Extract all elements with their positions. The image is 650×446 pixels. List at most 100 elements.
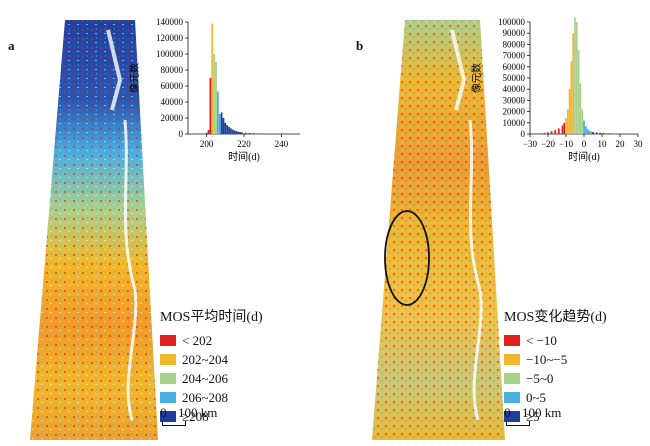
legend-label: 202~204 bbox=[182, 351, 229, 367]
legend-label: −5~0 bbox=[526, 370, 554, 386]
histogram-bar bbox=[590, 131, 593, 134]
x-tick-label: −10 bbox=[559, 139, 574, 149]
y-tick-label: 60000 bbox=[161, 81, 184, 91]
histogram-bar bbox=[574, 17, 576, 134]
legend-swatch bbox=[504, 373, 520, 384]
y-tick-label: 60000 bbox=[503, 62, 526, 72]
histogram-bar bbox=[231, 129, 234, 134]
x-tick-label: 200 bbox=[200, 139, 214, 149]
histogram-bar bbox=[216, 91, 219, 134]
legend-b: MOS变化趋势(d) < −10 −10~−5 −5~0 0~5 ≥5 bbox=[504, 306, 607, 426]
histogram-bar bbox=[209, 78, 212, 134]
histogram-bar bbox=[213, 54, 216, 134]
histogram-bar bbox=[543, 132, 546, 134]
histogram-bar bbox=[215, 62, 217, 134]
y-tick-label: 40000 bbox=[503, 84, 526, 94]
scalebar-b-end: 100 km bbox=[522, 405, 562, 420]
histogram-bar bbox=[237, 131, 240, 134]
legend-swatch bbox=[160, 392, 176, 403]
histogram-bar bbox=[547, 132, 549, 134]
legend-item: 202~204 bbox=[160, 350, 263, 369]
legend-swatch bbox=[160, 354, 176, 365]
histogram-bar bbox=[222, 118, 225, 134]
histogram-bar bbox=[539, 133, 542, 134]
legend-label: 204~206 bbox=[182, 370, 229, 386]
histogram-bar bbox=[224, 122, 227, 134]
scalebar-a: 0 100 km bbox=[160, 405, 230, 435]
y-tick-label: 100000 bbox=[156, 49, 184, 59]
scalebar-b: 0 100 km bbox=[504, 405, 574, 435]
histogram-bar bbox=[244, 132, 247, 134]
legend-label: < −10 bbox=[526, 332, 557, 348]
legend-label: −10~−5 bbox=[526, 351, 568, 367]
histogram-bar bbox=[595, 132, 598, 134]
legend-swatch bbox=[160, 335, 176, 346]
legend-label: < 202 bbox=[182, 332, 213, 348]
histogram-bar bbox=[226, 125, 229, 134]
legend-item: 206~208 bbox=[160, 388, 263, 407]
histogram-bar bbox=[599, 132, 602, 134]
legend-label: 0~5 bbox=[526, 389, 547, 405]
x-tick-label: 20 bbox=[616, 139, 626, 149]
legend-item: −5~0 bbox=[504, 369, 607, 388]
legend-label: ≥5 bbox=[526, 408, 540, 424]
histogram-bar bbox=[235, 131, 238, 134]
y-tick-label: 90000 bbox=[503, 28, 526, 38]
legend-item: ≥208 bbox=[160, 407, 263, 426]
histogram-bar bbox=[205, 132, 208, 134]
histogram-bar bbox=[218, 114, 221, 134]
x-tick-label: 0 bbox=[582, 139, 587, 149]
histogram-bar bbox=[570, 61, 573, 135]
legend-label: ≥208 bbox=[182, 408, 209, 424]
histogram-bar bbox=[554, 130, 557, 134]
histogram-bar bbox=[248, 133, 251, 134]
panel-a-letter: a bbox=[8, 38, 15, 53]
histogram-bar bbox=[584, 126, 587, 134]
histogram-bar bbox=[252, 133, 255, 134]
scalebar-b-start: 0 bbox=[504, 405, 511, 420]
histogram-bar bbox=[207, 130, 210, 134]
y-tick-label: 140000 bbox=[156, 17, 184, 27]
histogram-bar bbox=[579, 83, 582, 134]
histogram-bar bbox=[565, 118, 567, 134]
legend-swatch bbox=[160, 411, 176, 422]
legend-item: 0~5 bbox=[504, 388, 607, 407]
y-tick-label: 20000 bbox=[503, 107, 526, 117]
y-axis-label: 像元数 bbox=[470, 63, 483, 93]
legend-swatch bbox=[504, 411, 520, 422]
x-tick-label: 240 bbox=[275, 139, 289, 149]
histogram-bar bbox=[588, 130, 591, 134]
histogram-bar bbox=[561, 125, 564, 134]
legend-a-title: MOS平均时间(d) bbox=[160, 310, 263, 325]
x-axis-label: 时间(d) bbox=[228, 150, 260, 163]
x-tick-label: −20 bbox=[541, 139, 556, 149]
legend-item: < −10 bbox=[504, 331, 607, 350]
histogram-bar bbox=[258, 133, 260, 134]
legend-swatch bbox=[504, 392, 520, 403]
scalebar-a-line bbox=[162, 421, 186, 426]
y-tick-label: 120000 bbox=[156, 33, 184, 43]
x-tick-label: 30 bbox=[634, 139, 644, 149]
histogram-bar bbox=[602, 133, 605, 134]
y-tick-label: 10000 bbox=[503, 118, 526, 128]
scalebar-b-line bbox=[506, 421, 530, 426]
histogram-bar bbox=[581, 109, 584, 134]
panel-b-letter: b bbox=[356, 38, 364, 53]
y-tick-label: 100000 bbox=[498, 17, 526, 27]
scalebar-a-end: 100 km bbox=[178, 405, 218, 420]
highlight-ellipse bbox=[384, 210, 430, 306]
legend-b-title: MOS变化趋势(d) bbox=[504, 310, 607, 325]
y-tick-label: 70000 bbox=[503, 51, 526, 61]
histogram-bar bbox=[566, 109, 569, 134]
histogram-bar bbox=[241, 132, 244, 134]
x-axis-label: 时间(d) bbox=[568, 150, 600, 163]
histogram-bar bbox=[563, 122, 566, 134]
histogram-bar bbox=[575, 22, 578, 134]
x-tick-label: 220 bbox=[237, 139, 251, 149]
histogram-bar bbox=[577, 50, 580, 134]
legend-item: < 202 bbox=[160, 331, 263, 350]
